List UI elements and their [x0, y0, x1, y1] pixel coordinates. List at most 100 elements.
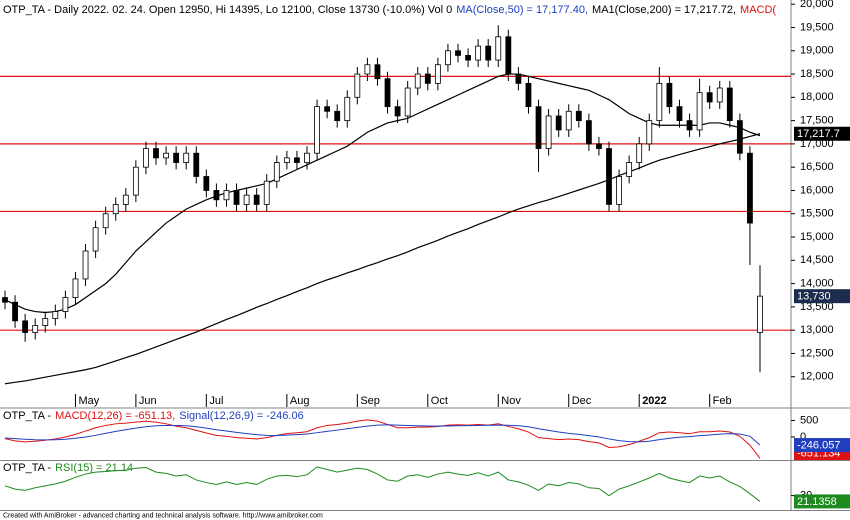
title-part: MA(Close,50) = 17,177.40,	[456, 4, 588, 16]
candle-body	[434, 64, 441, 84]
candle-body	[364, 64, 371, 75]
candle-body	[153, 148, 159, 159]
y-tick-label: 13,500	[800, 301, 834, 313]
y-tick-label: 500	[800, 414, 818, 426]
candle-body	[324, 106, 331, 112]
candle-body	[414, 73, 421, 89]
title-part: OTP_TA -	[3, 462, 51, 474]
candle-body	[646, 120, 653, 145]
candle-body	[465, 55, 471, 61]
candle-body	[42, 318, 49, 326]
x-tick-label: Jul	[209, 395, 223, 407]
x-tick-label: Sep	[360, 395, 380, 407]
x-tick-label: 2022	[642, 395, 666, 407]
candle-body	[596, 143, 602, 149]
candle-body	[203, 176, 210, 191]
candle-body	[334, 110, 341, 122]
candle-body	[22, 320, 29, 333]
candle-body	[515, 73, 522, 84]
candle-body	[747, 152, 753, 224]
candle-body	[173, 152, 180, 163]
y-tick-label: 17,500	[800, 115, 834, 127]
candle-body	[676, 106, 683, 122]
value-box	[794, 289, 850, 304]
candle-body	[82, 250, 89, 280]
candle-body	[253, 194, 260, 205]
value-box-label: 13,730	[797, 291, 831, 303]
candle-body	[374, 64, 381, 80]
candle-body	[304, 152, 310, 163]
x-tick-label: Oct	[431, 395, 448, 407]
candle-body	[183, 152, 190, 163]
candle-body	[354, 73, 361, 98]
candle-body	[72, 278, 79, 298]
x-tick-label: May	[78, 395, 99, 407]
candle-body	[122, 194, 129, 205]
candle-body	[696, 92, 703, 131]
candle-body	[404, 87, 411, 117]
candle-body	[233, 190, 240, 205]
y-tick-label: 19,000	[800, 45, 834, 57]
candle-body	[314, 106, 320, 154]
candle-body	[263, 180, 270, 205]
y-tick-label: 16,500	[800, 161, 834, 173]
title-part: Signal(12,26,9) = -246.06	[179, 410, 303, 422]
candle-body	[62, 297, 69, 312]
indicator-line	[4, 424, 761, 446]
candle-body	[505, 36, 512, 75]
candle-body	[132, 166, 139, 196]
title-part: MACD(	[740, 4, 776, 16]
candle-body	[394, 106, 401, 117]
pane-title: OTP_TA - Daily 2022. 02. 24. Open 12950,…	[3, 4, 776, 16]
y-tick-label: 17,000	[800, 138, 834, 150]
candle-body	[92, 227, 99, 252]
y-tick-label: 16,000	[800, 184, 834, 196]
candle-body	[757, 295, 763, 333]
title-part: MA1(Close,200) = 17,217.72,	[592, 4, 736, 16]
candle-body	[283, 157, 290, 163]
candle-body	[736, 120, 743, 154]
y-tick-label: 12,500	[800, 347, 834, 359]
candle-body	[686, 120, 693, 131]
value-box-label: 21.1358	[797, 496, 837, 508]
candle-body	[565, 110, 572, 131]
x-tick-label: Feb	[713, 395, 732, 407]
candle-body	[656, 82, 663, 122]
value-box-label: -246.057	[797, 439, 840, 451]
candle-body	[32, 325, 39, 333]
x-tick-label: Jun	[139, 395, 157, 407]
axes: 12,000 12,500 13,000 13,500 14,000 14,500 15,0…	[791, 0, 850, 509]
value-box	[794, 126, 850, 141]
candle-body	[384, 78, 391, 108]
y-tick-label: 12,000	[800, 371, 834, 383]
x-tick-label: Aug	[290, 395, 310, 407]
footer: Created with AmiBroker - advanced charti…	[3, 512, 323, 519]
candle-body	[726, 87, 733, 122]
indicator-line	[4, 419, 761, 459]
y-tick-label: 19,500	[800, 21, 834, 33]
candle-body	[112, 204, 119, 215]
candle-body	[575, 110, 582, 122]
candle-body	[294, 157, 300, 163]
moving-average-line	[4, 133, 761, 385]
y-tick-label: 13,000	[800, 324, 834, 336]
value-box-label: 17,217.7	[797, 128, 840, 140]
candle-body	[2, 297, 8, 303]
y-tick-label: 20,000	[800, 0, 834, 10]
x-tick-label: Nov	[501, 395, 521, 407]
candle-body	[243, 194, 250, 205]
candle-body	[716, 87, 723, 103]
y-tick-label: 14,000	[800, 278, 834, 290]
y-tick-label: 15,000	[800, 231, 834, 243]
candle-body	[213, 190, 220, 201]
y-tick-label: 0	[800, 431, 806, 443]
candle-body	[485, 45, 492, 61]
candle-body	[424, 73, 431, 84]
candle-body	[525, 82, 532, 108]
candle-body	[143, 148, 149, 168]
candle-body	[636, 143, 643, 163]
candle-body	[223, 190, 230, 201]
value-box	[794, 438, 850, 453]
candle-body	[616, 176, 622, 205]
